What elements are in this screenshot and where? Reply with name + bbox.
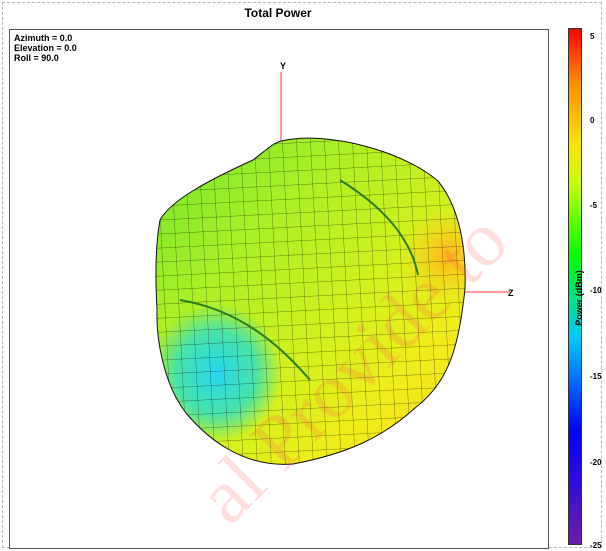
colorbar-tick-minus15: -15	[590, 372, 602, 381]
colorbar-tick-minus10: -10	[590, 286, 602, 295]
elevation-label: Elevation = 0.0	[14, 43, 77, 53]
colorbar-title: Power (dBm)	[574, 270, 584, 326]
colorbar-tick-0: 0	[590, 116, 595, 125]
azimuth-label: Azimuth = 0.0	[14, 33, 73, 43]
y-axis-label: Y	[280, 61, 287, 71]
colorbar	[568, 28, 582, 545]
plot-title: Total Power	[244, 6, 312, 20]
colorbar-tick-minus20: -20	[590, 458, 602, 467]
view-orientation-info: Azimuth = 0.0 Elevation = 0.0 Roll = 90.…	[14, 33, 77, 63]
radiation-pattern-3d	[155, 72, 510, 465]
z-axis-label: Z	[508, 288, 514, 298]
plot-area: Azimuth = 0.0 Elevation = 0.0 Roll = 90.…	[9, 29, 549, 549]
roll-label: Roll = 90.0	[14, 53, 59, 63]
colorbar-tick-5: 5	[590, 32, 595, 41]
colorbar-tick-minus25: -25	[590, 541, 602, 550]
colorbar-tick-minus5: -5	[590, 201, 598, 210]
